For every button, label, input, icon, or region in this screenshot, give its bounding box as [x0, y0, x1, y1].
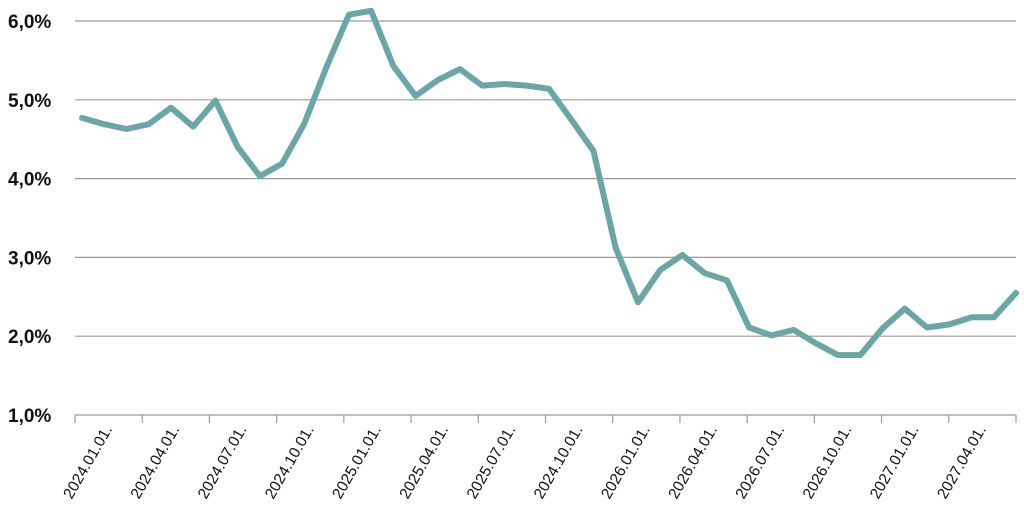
x-tick-label: 2024.10.01. [262, 423, 318, 502]
y-tick-label: 4,0% [8, 170, 51, 191]
x-tick-label: 2024.01.01. [60, 423, 116, 502]
x-tick-label: 2026.10.01. [800, 423, 856, 502]
x-tick-label: 2024.10.01. [531, 423, 587, 502]
x-tick-label: 2025.07.01. [464, 423, 520, 502]
series-line [79, 7, 1019, 359]
x-tick-label: 2025.04.01. [396, 423, 452, 502]
x-tick-label: 2024.07.01. [195, 423, 251, 502]
x-tick-label: 2025.01.01. [329, 423, 385, 502]
y-tick-label: 1,0% [8, 406, 51, 427]
x-tick-label: 2026.04.01. [665, 423, 721, 502]
y-tick-label: 6,0% [8, 12, 51, 33]
x-tick-label: 2027.01.01. [867, 423, 923, 502]
gridlines [74, 20, 1017, 423]
y-tick-label: 2,0% [8, 327, 51, 348]
series-layer [79, 7, 1019, 359]
x-axis-ticks: 2024.01.01. 2024.04.01. 2024.07.01. 2024.10… [60, 422, 989, 501]
y-tick-label: 5,0% [8, 91, 51, 112]
x-tick-label: 2024.04.01. [128, 423, 184, 502]
x-tick-label: 2026.07.01. [733, 423, 789, 502]
x-tick-label: 2026.01.01. [598, 423, 654, 502]
y-tick-label: 3,0% [8, 248, 51, 269]
x-tick-label: 2027.04.01. [934, 422, 990, 501]
y-axis-ticks: 1,0% 2,0% 3,0% 4,0% 5,0% 6,0% [8, 12, 51, 427]
